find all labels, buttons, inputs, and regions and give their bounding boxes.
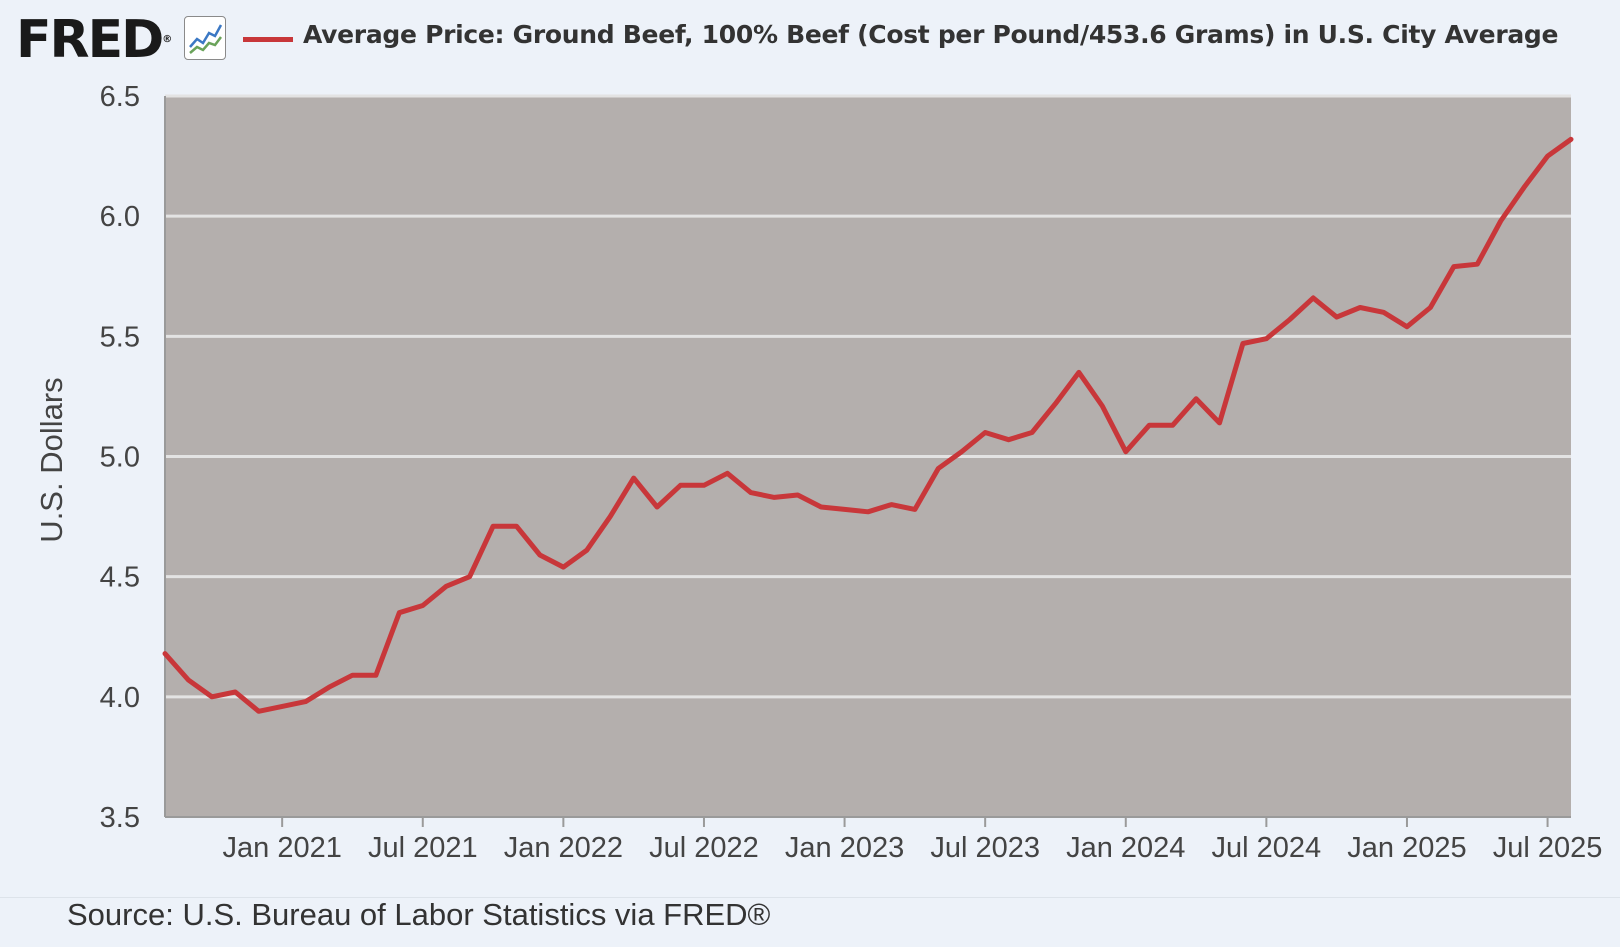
data-point[interactable]	[1473, 260, 1481, 268]
data-point[interactable]	[1403, 323, 1411, 331]
data-point[interactable]	[1262, 335, 1270, 343]
data-point[interactable]	[395, 609, 403, 617]
data-point[interactable]	[1567, 135, 1575, 143]
x-tick-label: Jan 2024	[1066, 832, 1185, 864]
data-point[interactable]	[794, 491, 802, 499]
y-tick-label: 5.5	[100, 321, 140, 353]
data-point[interactable]	[466, 573, 474, 581]
data-point[interactable]	[1426, 304, 1434, 312]
y-tick-label: 6.0	[100, 201, 140, 233]
data-point[interactable]	[231, 688, 239, 696]
legend-label: Average Price: Ground Beef, 100% Beef (C…	[303, 20, 1559, 49]
data-point[interactable]	[1098, 402, 1106, 410]
y-tick-labels: 3.5 4.0 4.5 5.0 5.5 6.0 6.5	[100, 81, 140, 834]
data-point[interactable]	[981, 429, 989, 437]
data-point[interactable]	[325, 683, 333, 691]
data-point[interactable]	[1286, 316, 1294, 324]
data-point[interactable]	[1052, 400, 1060, 408]
data-point[interactable]	[630, 474, 638, 482]
line-chart: 3.54.04.55.05.56.06.5 Jan 2021 Jul 2021 Ja…	[34, 81, 1603, 864]
fred-logo[interactable]: FRED®	[16, 10, 172, 70]
data-point[interactable]	[1075, 368, 1083, 376]
x-tick-label: Jul 2021	[368, 832, 478, 864]
data-point[interactable]	[1450, 263, 1458, 271]
data-point[interactable]	[349, 671, 357, 679]
data-point[interactable]	[747, 489, 755, 497]
x-tick-labels: Jan 2021 Jul 2021 Jan 2022 Jul 2022 Jan 2023…	[223, 817, 1603, 864]
data-point[interactable]	[606, 513, 614, 521]
data-point[interactable]	[723, 469, 731, 477]
data-point[interactable]	[419, 602, 427, 610]
x-tick-label: Jan 2022	[504, 832, 623, 864]
data-point[interactable]	[255, 707, 263, 715]
data-point[interactable]	[1169, 421, 1177, 429]
line-graph-icon[interactable]	[184, 16, 226, 60]
data-point[interactable]	[887, 501, 895, 509]
data-point[interactable]	[911, 505, 919, 513]
data-point[interactable]	[1309, 294, 1317, 302]
data-point[interactable]	[1145, 421, 1153, 429]
x-tick-label: Jul 2023	[930, 832, 1040, 864]
data-point[interactable]	[1005, 436, 1013, 444]
data-point[interactable]	[817, 503, 825, 511]
data-point[interactable]	[536, 551, 544, 559]
data-point[interactable]	[559, 563, 567, 571]
data-point[interactable]	[841, 505, 849, 513]
data-point[interactable]	[489, 522, 497, 530]
data-point[interactable]	[1028, 429, 1036, 437]
legend-series-line	[243, 37, 293, 42]
y-tick-label: 4.0	[100, 682, 140, 714]
y-tick-label: 3.5	[100, 802, 140, 834]
axes	[164, 96, 1571, 818]
data-point[interactable]	[1192, 395, 1200, 403]
y-tick-label: 4.5	[100, 562, 140, 594]
data-point[interactable]	[1333, 313, 1341, 321]
y-tick-label: 6.5	[100, 81, 140, 113]
data-point[interactable]	[302, 698, 310, 706]
chart-header: FRED® Average Price: Ground Beef, 100% B…	[0, 0, 1620, 80]
data-point[interactable]	[278, 702, 286, 710]
data-point[interactable]	[161, 650, 169, 658]
x-tick-label: Jul 2024	[1212, 832, 1322, 864]
data-point[interactable]	[864, 508, 872, 516]
source-attribution: Source: U.S. Bureau of Labor Statistics …	[67, 897, 771, 932]
data-point[interactable]	[372, 671, 380, 679]
grid-lines	[165, 94, 1571, 699]
data-point[interactable]	[1239, 340, 1247, 348]
y-tick-label: 5.0	[100, 442, 140, 474]
data-point[interactable]	[1216, 419, 1224, 427]
data-point[interactable]	[770, 493, 778, 501]
data-point[interactable]	[677, 481, 685, 489]
source-bar	[0, 897, 1620, 947]
data-point[interactable]	[1122, 448, 1130, 456]
data-point[interactable]	[934, 465, 942, 473]
data-point[interactable]	[1544, 152, 1552, 160]
data-point[interactable]	[513, 522, 521, 530]
fred-logo-text: FRED	[16, 10, 164, 70]
data-point[interactable]	[583, 546, 591, 554]
x-tick-label: Jan 2023	[785, 832, 904, 864]
y-axis-label: U.S. Dollars	[34, 377, 69, 542]
series-layer	[161, 135, 1575, 715]
data-point[interactable]	[1356, 304, 1364, 312]
data-point[interactable]	[1520, 183, 1528, 191]
data-point[interactable]	[442, 582, 450, 590]
data-point[interactable]	[700, 481, 708, 489]
x-tick-label: Jan 2021	[223, 832, 342, 864]
data-point[interactable]	[208, 693, 216, 701]
x-tick-label: Jan 2025	[1347, 832, 1466, 864]
data-point[interactable]	[1497, 217, 1505, 225]
data-point[interactable]	[1380, 308, 1388, 316]
fred-logo-registered-mark: ®	[162, 34, 173, 45]
x-tick-label: Jul 2022	[649, 832, 759, 864]
series-line[interactable]	[162, 136, 1574, 714]
data-point[interactable]	[184, 676, 192, 684]
data-point[interactable]	[653, 503, 661, 511]
x-tick-label: Jul 2025	[1493, 832, 1603, 864]
data-point[interactable]	[958, 448, 966, 456]
